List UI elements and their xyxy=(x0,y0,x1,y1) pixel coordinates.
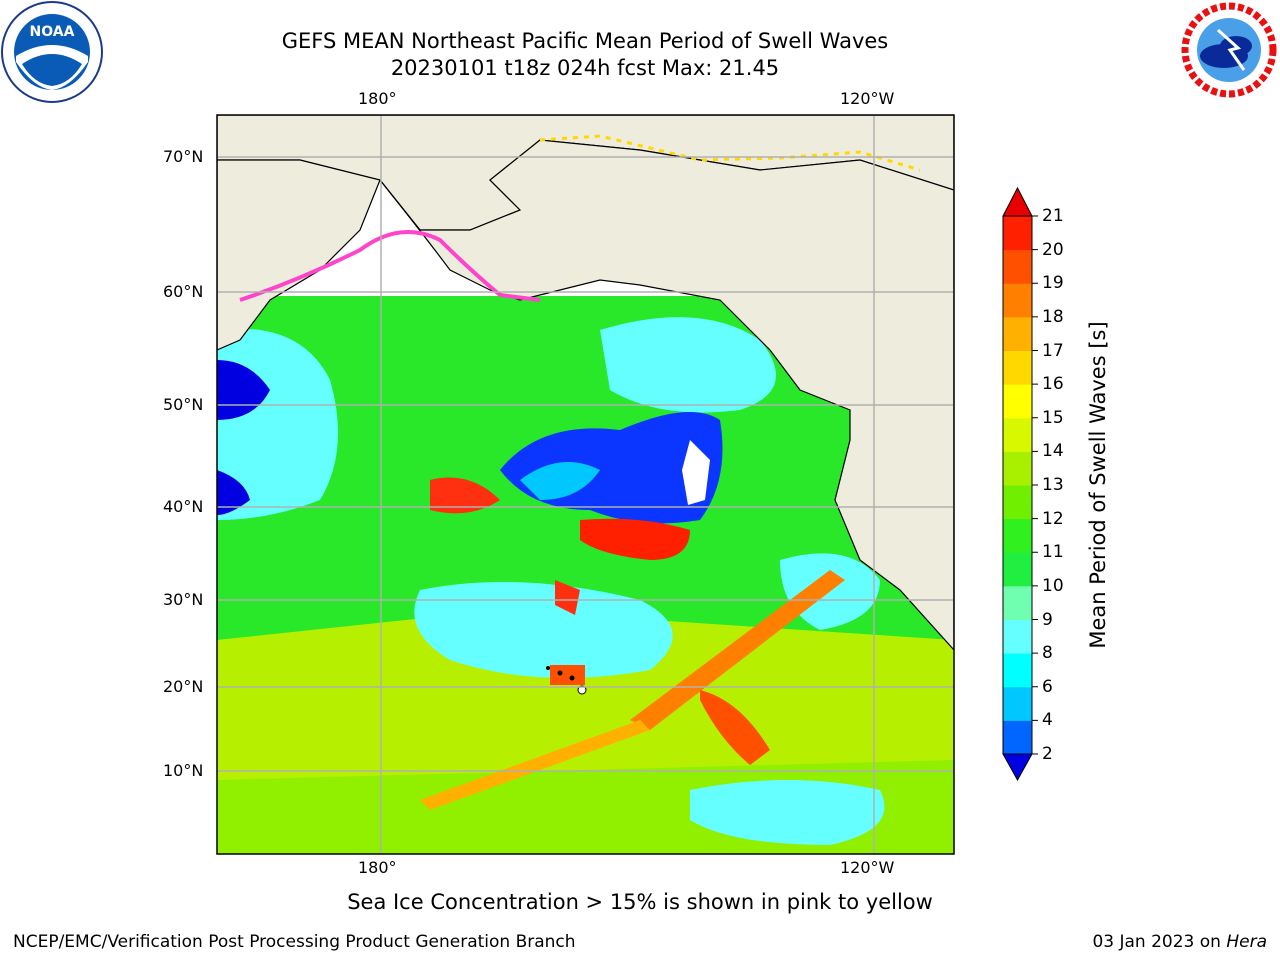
colorbar-segment xyxy=(1003,518,1032,553)
colorbar-tick-label: 21 xyxy=(1042,206,1064,226)
lon-label-bottom-120w: 120°W xyxy=(840,858,895,877)
colorbar-segment xyxy=(1003,485,1032,520)
colorbar-tick-label: 13 xyxy=(1042,475,1064,495)
lat-label-20n: 20°N xyxy=(163,677,204,696)
colorbar-segment xyxy=(1003,417,1032,452)
svg-text:NOAA: NOAA xyxy=(30,24,75,40)
footer-host: Hera xyxy=(1226,932,1267,952)
sea-ice-edge xyxy=(239,230,541,302)
sea-ice-arctic xyxy=(539,134,921,172)
lon-label-top-180: 180° xyxy=(358,89,397,108)
chart-subtitle: 20230101 t18z 024h fcst Max: 21.45 xyxy=(390,56,780,80)
footer-date-text: 03 Jan 2023 on xyxy=(1092,932,1227,952)
swell-red-spot xyxy=(555,580,580,615)
colorbar-tick-label: 11 xyxy=(1042,542,1064,563)
colorbar-tick-label: 8 xyxy=(1042,643,1053,664)
colorbar-segment xyxy=(1003,653,1032,688)
colorbar-segment xyxy=(1003,316,1032,351)
colorbar-segment xyxy=(1003,283,1032,318)
swell-cyan-central xyxy=(414,582,673,678)
swell-orange-streak xyxy=(630,570,845,730)
lon-label-top-120w: 120°W xyxy=(840,89,895,108)
swell-low-core xyxy=(520,462,600,500)
colorbar-tick-label: 2 xyxy=(1042,744,1053,764)
colorbar-ticks xyxy=(1032,215,1038,755)
colorbar-title: Mean Period of Swell Waves [s] xyxy=(1086,321,1110,649)
sea-ice-note: Sea Ice Concentration > 15% is shown in … xyxy=(347,890,933,914)
map-plot-area xyxy=(217,115,954,854)
colorbar-tick-label: 10 xyxy=(1042,575,1064,596)
swell-blue-west2 xyxy=(217,470,250,515)
colorbar-tick-label: 4 xyxy=(1042,710,1053,731)
lon-label-bottom-180: 180° xyxy=(358,858,397,877)
colorbar-tick-label: 18 xyxy=(1042,306,1064,327)
swell-cyan-east xyxy=(780,553,880,630)
lat-label-50n: 50°N xyxy=(163,395,204,414)
noaa-logo: NOAA xyxy=(0,0,105,105)
swell-orange-hawaii xyxy=(550,665,585,685)
swell-orange-streak2 xyxy=(420,720,650,810)
footer-org: NCEP/EMC/Verification Post Processing Pr… xyxy=(13,932,576,952)
colorbar-extend-low xyxy=(1002,753,1033,782)
swell-red-streak xyxy=(700,690,770,765)
colorbar-segment xyxy=(1003,451,1032,486)
map-frame xyxy=(216,114,955,855)
colorbar-segment xyxy=(1003,585,1032,620)
colorbar-segment xyxy=(1003,686,1032,721)
lat-label-70n: 70°N xyxy=(163,147,204,166)
nws-logo xyxy=(1178,0,1280,100)
colorbar-tick-label: 6 xyxy=(1042,676,1053,697)
lat-label-60n: 60°N xyxy=(163,282,204,301)
chart-title: GEFS MEAN Northeast Pacific Mean Period … xyxy=(281,29,889,53)
colorbar-segment xyxy=(1003,720,1032,755)
colorbar-segment xyxy=(1003,384,1032,419)
lat-label-40n: 40°N xyxy=(163,497,204,516)
colorbar-segment xyxy=(1003,216,1032,251)
colorbar-tick-label: 12 xyxy=(1042,508,1064,529)
lat-label-10n: 10°N xyxy=(163,761,204,780)
colorbar-tick-label: 9 xyxy=(1042,609,1053,630)
colorbar-tick-label: 14 xyxy=(1042,441,1064,462)
swell-low-white xyxy=(682,440,710,505)
colorbar-extend-high xyxy=(1002,186,1033,217)
colorbar-tick-label: 19 xyxy=(1042,273,1064,294)
colorbar-segment xyxy=(1003,249,1032,284)
gridlines xyxy=(217,115,954,854)
swell-red-central xyxy=(580,518,690,560)
colorbar-tick-label: 16 xyxy=(1042,374,1064,395)
lat-label-30n: 30°N xyxy=(163,590,204,609)
colorbar xyxy=(1002,186,1033,782)
colorbar-segment xyxy=(1003,350,1032,385)
swell-cyan-gulf xyxy=(600,317,776,413)
footer-date: 03 Jan 2023 on Hera xyxy=(1092,932,1267,952)
colorbar-segment xyxy=(1003,619,1032,654)
swell-cyan-south xyxy=(690,780,885,845)
colorbar-tick-label: 17 xyxy=(1042,340,1064,361)
colorbar-segment xyxy=(1003,552,1032,587)
colorbar-tick-label: 15 xyxy=(1042,407,1064,428)
colorbar-tick-label: 20 xyxy=(1042,239,1064,260)
swell-red-west xyxy=(430,477,500,514)
